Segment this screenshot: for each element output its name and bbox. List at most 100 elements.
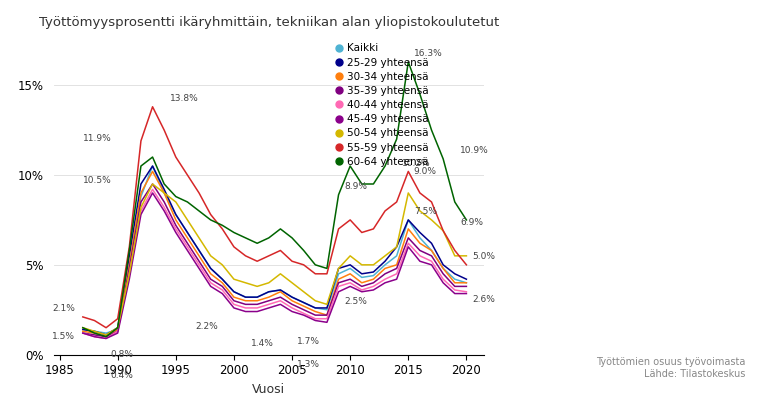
45-49 yhteensä — [113, 331, 122, 336]
25-29 yhteensä — [334, 266, 343, 271]
60-64 yhteensä — [311, 262, 320, 267]
40-44 yhteensä — [101, 336, 111, 341]
35-39 yhteensä — [427, 253, 436, 258]
Kaikki — [276, 288, 285, 293]
45-49 yhteensä — [160, 208, 169, 213]
50-54 yhteensä — [380, 253, 389, 258]
45-49 yhteensä — [276, 302, 285, 307]
Kaikki — [346, 266, 355, 271]
25-29 yhteensä — [392, 245, 401, 249]
45-49 yhteensä — [334, 289, 343, 294]
35-39 yhteensä — [241, 302, 250, 307]
40-44 yhteensä — [357, 288, 366, 293]
Line: 35-39 yhteensä: 35-39 yhteensä — [83, 184, 466, 337]
50-54 yhteensä — [137, 205, 146, 210]
35-39 yhteensä — [230, 298, 239, 303]
60-64 yhteensä — [241, 235, 250, 240]
30-34 yhteensä — [183, 235, 192, 240]
30-34 yhteensä — [90, 331, 99, 336]
40-44 yhteensä — [427, 259, 436, 264]
Kaikki — [427, 248, 436, 253]
60-64 yhteensä — [299, 248, 308, 253]
50-54 yhteensä — [427, 218, 436, 222]
25-29 yhteensä — [148, 164, 157, 168]
50-54 yhteensä — [287, 280, 296, 285]
55-59 yhteensä — [183, 172, 192, 177]
45-49 yhteensä — [101, 336, 111, 341]
45-49 yhteensä — [357, 289, 366, 294]
Text: 8.9%: 8.9% — [344, 182, 367, 191]
40-44 yhteensä — [171, 226, 180, 231]
55-59 yhteensä — [171, 155, 180, 160]
25-29 yhteensä — [160, 187, 169, 192]
55-59 yhteensä — [323, 271, 332, 276]
Text: 2.5%: 2.5% — [344, 297, 367, 306]
Text: Työttömien osuus työvoimasta
Lähde: Tilastokeskus: Työttömien osuus työvoimasta Lähde: Tila… — [596, 357, 745, 379]
55-59 yhteensä — [380, 208, 389, 213]
35-39 yhteensä — [206, 277, 215, 282]
Kaikki — [101, 331, 111, 336]
25-29 yhteensä — [450, 271, 459, 276]
50-54 yhteensä — [160, 191, 169, 195]
25-29 yhteensä — [124, 253, 134, 258]
Kaikki — [148, 164, 157, 168]
55-59 yhteensä — [78, 314, 88, 319]
25-29 yhteensä — [427, 241, 436, 246]
55-59 yhteensä — [404, 169, 413, 174]
30-34 yhteensä — [369, 277, 378, 282]
60-64 yhteensä — [101, 334, 111, 339]
55-59 yhteensä — [357, 230, 366, 235]
35-39 yhteensä — [357, 284, 366, 289]
60-64 yhteensä — [194, 208, 204, 213]
45-49 yhteensä — [462, 291, 471, 296]
60-64 yhteensä — [427, 128, 436, 133]
60-64 yhteensä — [90, 331, 99, 336]
25-29 yhteensä — [439, 262, 448, 267]
35-39 yhteensä — [311, 313, 320, 318]
Text: 1.5%: 1.5% — [52, 332, 75, 341]
Line: 30-34 yhteensä: 30-34 yhteensä — [83, 171, 466, 337]
Text: 11.9%: 11.9% — [83, 134, 111, 143]
25-29 yhteensä — [241, 295, 250, 299]
30-34 yhteensä — [357, 280, 366, 285]
35-39 yhteensä — [264, 298, 273, 303]
30-34 yhteensä — [113, 327, 122, 332]
Text: 5.0%: 5.0% — [472, 252, 495, 261]
25-29 yhteensä — [194, 248, 204, 253]
50-54 yhteensä — [113, 325, 122, 330]
40-44 yhteensä — [124, 271, 134, 276]
40-44 yhteensä — [183, 245, 192, 249]
35-39 yhteensä — [160, 199, 169, 204]
Kaikki — [78, 327, 88, 332]
Text: 10.5%: 10.5% — [83, 176, 111, 185]
45-49 yhteensä — [404, 245, 413, 249]
50-54 yhteensä — [450, 253, 459, 258]
30-34 yhteensä — [415, 241, 425, 246]
40-44 yhteensä — [113, 329, 122, 334]
55-59 yhteensä — [415, 191, 425, 195]
Text: 16.3%: 16.3% — [414, 49, 442, 58]
40-44 yhteensä — [276, 298, 285, 303]
40-44 yhteensä — [404, 241, 413, 246]
60-64 yhteensä — [287, 235, 296, 240]
40-44 yhteensä — [380, 277, 389, 282]
40-44 yhteensä — [217, 288, 227, 293]
30-34 yhteensä — [392, 262, 401, 267]
35-39 yhteensä — [346, 277, 355, 282]
50-54 yhteensä — [311, 298, 320, 303]
40-44 yhteensä — [462, 289, 471, 294]
55-59 yhteensä — [230, 245, 239, 249]
50-54 yhteensä — [230, 277, 239, 282]
Kaikki — [299, 300, 308, 305]
50-54 yhteensä — [148, 182, 157, 187]
30-34 yhteensä — [241, 298, 250, 303]
45-49 yhteensä — [148, 191, 157, 195]
40-44 yhteensä — [206, 280, 215, 285]
45-49 yhteensä — [380, 280, 389, 285]
30-34 yhteensä — [171, 218, 180, 222]
35-39 yhteensä — [439, 271, 448, 276]
55-59 yhteensä — [346, 218, 355, 222]
Kaikki — [334, 271, 343, 276]
55-59 yhteensä — [299, 262, 308, 267]
Line: 50-54 yhteensä: 50-54 yhteensä — [83, 184, 466, 335]
